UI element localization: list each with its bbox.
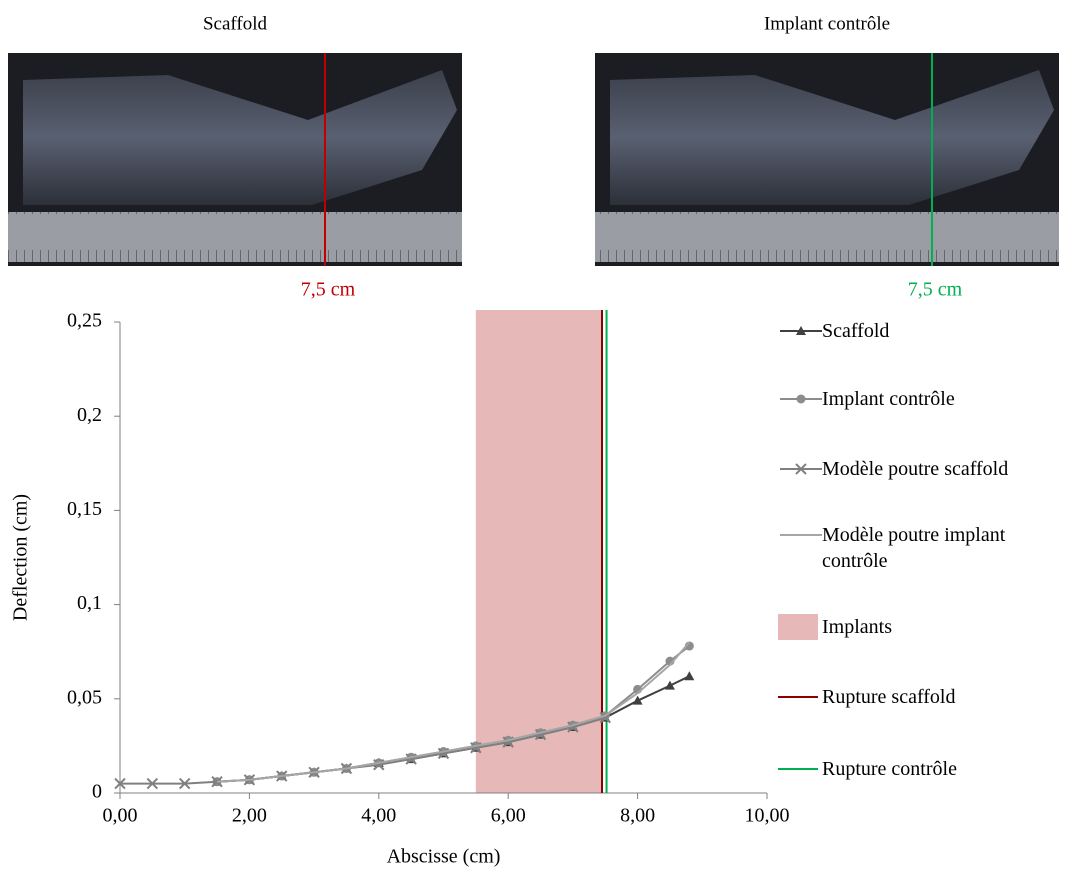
series-line xyxy=(216,645,690,783)
series-line xyxy=(216,675,690,783)
marker xyxy=(632,695,643,705)
photo-jaw xyxy=(610,70,1054,205)
x-tick-label: 8,00 xyxy=(620,805,655,827)
photo-marker-label: 7,5 cm xyxy=(301,279,356,301)
chart: 0,00 2,00 4,00 6,00 8,00 10,00 0 0,05 0,1 0,15 0,2… xyxy=(10,310,790,868)
legend-symbol xyxy=(780,394,822,404)
legend-entry: Scaffold xyxy=(778,318,1062,344)
y-tick-label: 0,2 xyxy=(77,404,102,426)
marker xyxy=(796,394,806,404)
series-line xyxy=(216,641,691,783)
y-tick-label: 0 xyxy=(92,781,102,803)
y-tick-label: 0,1 xyxy=(77,592,102,614)
legend-swatch xyxy=(778,614,818,640)
y-tick-label: 0,25 xyxy=(67,310,102,332)
legend-symbol xyxy=(778,696,818,698)
legend-symbol xyxy=(778,768,818,770)
marker xyxy=(114,777,126,790)
photo-marker-label: 7,5 cm xyxy=(908,279,963,301)
marker xyxy=(664,680,675,690)
y-tick-label: 0,05 xyxy=(67,686,102,708)
legend-entry: Rupture scaffold xyxy=(778,684,1062,710)
photo-ruler xyxy=(8,212,462,262)
legend-symbol xyxy=(780,534,822,536)
legend-entry: Modèle poutre implant contrôle xyxy=(778,522,1062,574)
marker xyxy=(178,777,191,790)
legend-label: Implants xyxy=(822,616,892,638)
x-tick-label: 4,00 xyxy=(361,805,396,827)
photo-title: Scaffold xyxy=(203,13,268,34)
legend-label: Scaffold xyxy=(822,320,890,342)
legend-symbol xyxy=(778,614,818,640)
legend-label: Implant contrôle xyxy=(822,388,955,410)
marker xyxy=(795,463,807,475)
marker xyxy=(796,326,806,335)
legend-label: Rupture contrôle xyxy=(822,758,957,780)
legend-label: Rupture scaffold xyxy=(822,686,956,708)
photo-ruler xyxy=(595,212,1059,262)
x-tick-label: 2,00 xyxy=(232,805,267,827)
legend-symbol xyxy=(780,463,822,475)
x-tick-label: 10,00 xyxy=(745,805,790,827)
photo-jaw xyxy=(23,70,457,205)
legend-label: Modèle poutre scaffold xyxy=(822,458,1009,480)
legend-symbol xyxy=(780,326,822,335)
legend-entry: Implants xyxy=(778,614,1062,640)
y-axis-label: Deflection (cm) xyxy=(10,494,32,621)
legend-entry: Modèle poutre scaffold xyxy=(778,456,1062,482)
marker xyxy=(146,777,159,790)
x-axis-label: Abscisse (cm) xyxy=(387,846,501,868)
x-tick-label: 0,00 xyxy=(103,805,138,827)
legend-entry: Rupture contrôle xyxy=(778,756,1062,782)
photos: Scaffold 7,5 cm Implant contrôle 7,5 cm xyxy=(8,13,1059,301)
x-tick-label: 6,00 xyxy=(491,805,526,827)
marker xyxy=(684,671,695,681)
legend-label: Modèle poutre implant contrôle xyxy=(822,524,1006,572)
region xyxy=(475,310,603,793)
y-tick-label: 0,15 xyxy=(67,498,102,520)
legend-entry: Implant contrôle xyxy=(778,386,1062,412)
photo-title: Implant contrôle xyxy=(764,13,890,34)
